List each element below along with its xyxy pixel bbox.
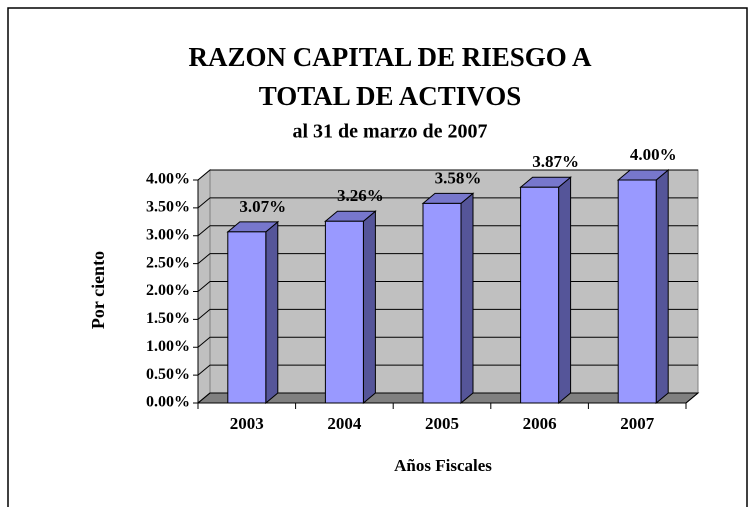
x-tick-label: 2007 [620,414,655,433]
bar [324,220,364,404]
x-tick-label: 2005 [425,414,459,433]
x-tick-label: 2004 [327,414,362,433]
x-axis-label: Años Fiscales [394,456,492,475]
bar [520,186,560,404]
value-label: 3.07% [239,197,286,216]
bar [617,179,657,404]
x-tick-label: 2006 [523,414,557,433]
y-tick-label: 1.00% [146,338,190,355]
chart-subtitle: al 31 de marzo de 2007 [293,121,488,143]
y-tick-label: 4.00% [146,171,190,188]
y-tick-label: 3.00% [146,226,190,243]
y-tick-label: 0.50% [146,366,190,383]
bar [422,202,462,404]
y-tick-label: 1.50% [146,310,190,327]
chart-title: RAZON CAPITAL DE RIESGO A [188,42,592,72]
y-tick-label: 3.50% [146,199,190,216]
y-axis-label: Por ciento [88,251,108,329]
value-label: 3.58% [435,168,482,187]
chart-frame [7,7,748,507]
x-tick-label: 2003 [230,414,264,433]
grid-line [197,169,698,181]
y-tick-label: 2.00% [146,282,190,299]
y-tick-label: 2.50% [146,254,190,271]
bar-side [655,168,669,405]
value-label: 3.87% [532,152,579,171]
bar-side [460,192,474,405]
bar-side [558,176,572,405]
value-label: 3.26% [337,186,384,205]
bar-side [362,210,376,405]
bar-side [265,220,279,405]
value-label: 4.00% [630,145,677,164]
x-axis-edge [685,392,699,404]
chart-title: TOTAL DE ACTIVOS [259,81,522,111]
y-tick-label: 0.00% [146,394,190,411]
bar [227,231,267,404]
